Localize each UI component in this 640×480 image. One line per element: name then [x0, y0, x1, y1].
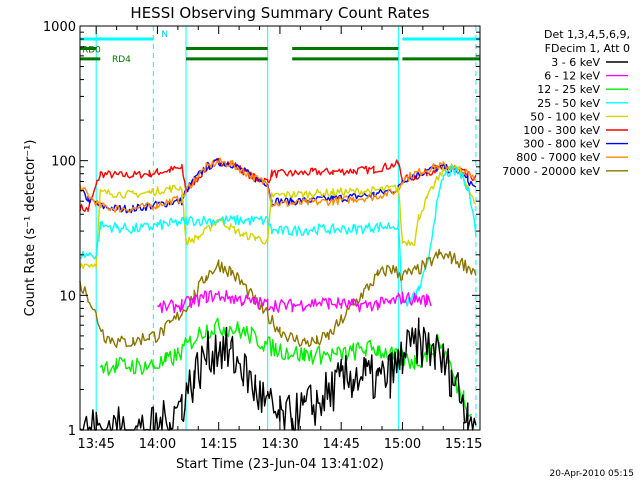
- series-line-25to50keV: [79, 164, 477, 307]
- legend: Det 1,3,4,5,6,9,FDecim 1, Att 03 - 6 keV…: [502, 28, 630, 178]
- legend-label-9: 7000 - 20000 keV: [502, 165, 600, 178]
- legend-label-6: 100 - 300 keV: [523, 124, 600, 137]
- flag-label-rd4: RD4: [112, 55, 131, 65]
- x-tick-label-1430: 14:30: [261, 437, 298, 452]
- x-tick-label-1500: 15:00: [384, 437, 421, 452]
- legend-label-2: 6 - 12 keV: [544, 70, 600, 83]
- series-line-7000to20000keV: [79, 248, 477, 348]
- series-line-50to100keV: [79, 163, 477, 269]
- legend-label-8: 800 - 7000 keV: [516, 151, 600, 164]
- series-line-3to6keV: [79, 317, 477, 431]
- x-tick-label-1515: 15:15: [445, 437, 482, 452]
- y-axis-label: Count Rate (s⁻¹ detector⁻¹): [23, 140, 38, 317]
- series-line-800to7000keV: [79, 157, 476, 213]
- legend-label-5: 50 - 100 keV: [530, 110, 600, 123]
- legend-label-1: 3 - 6 keV: [551, 56, 600, 69]
- y-tick-label-1: 1: [68, 424, 76, 439]
- x-tick-label-1400: 14:00: [139, 437, 176, 452]
- chart-title: HESSI Observing Summary Count Rates: [130, 4, 429, 22]
- flag-label-rd0: RD0: [82, 46, 101, 56]
- axes: 1 10 100 1000 13:45 14:00 14:15 14:30 14:45 15:00…: [43, 20, 482, 452]
- y-tick-label-10: 10: [59, 289, 76, 304]
- y-tick-label-1000: 1000: [43, 20, 76, 35]
- legend-label-3: 12 - 25 keV: [537, 83, 600, 96]
- legend-label-7: 300 - 800 keV: [523, 138, 600, 151]
- series-line-12to25keV: [99, 317, 472, 418]
- x-tick-label-1345: 13:45: [77, 437, 114, 452]
- x-tick-label-1415: 14:15: [200, 437, 237, 452]
- legend-header-2: FDecim 1, Att 0: [545, 42, 630, 55]
- flag-label-n: N: [161, 30, 168, 40]
- y-tick-label-100: 100: [51, 155, 76, 170]
- plot-area: N RD0 RD4: [79, 26, 480, 431]
- x-axis-label: Start Time (23-Jun-04 13:41:02): [176, 457, 384, 472]
- legend-header-1: Det 1,3,4,5,6,9,: [544, 28, 630, 41]
- series-line-6to12keV: [157, 289, 432, 314]
- x-tick-label-1445: 14:45: [322, 437, 359, 452]
- timestamp: 20-Apr-2010 05:15: [550, 469, 634, 479]
- legend-label-4: 25 - 50 keV: [537, 97, 600, 110]
